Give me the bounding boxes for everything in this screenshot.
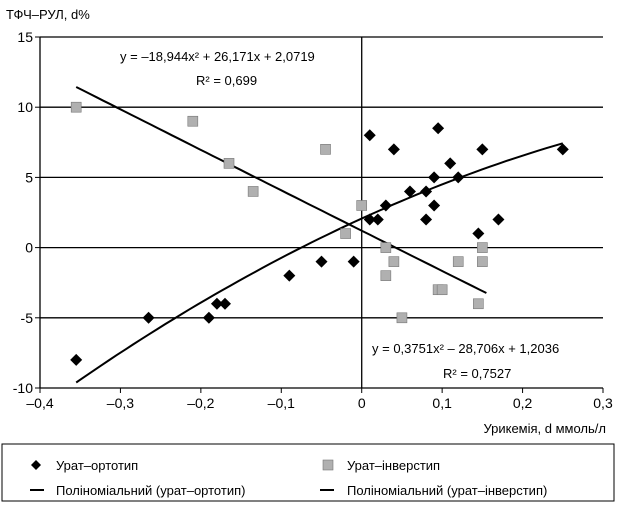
point-inverstype xyxy=(380,242,392,253)
point-orthotype xyxy=(444,157,457,170)
point-orthotype xyxy=(70,353,83,366)
x-tick-label: –0,1 xyxy=(268,395,295,411)
trendline-inverstype xyxy=(75,86,487,294)
point-orthotype xyxy=(315,255,328,268)
point-orthotype xyxy=(452,171,465,184)
point-inverstype xyxy=(223,158,235,169)
equation-inverstype: y = 0,3751x² – 28,706x + 1,2036 xyxy=(372,341,559,356)
point-orthotype xyxy=(428,171,441,184)
y-axis-title: ТФЧ–РУЛ, d% xyxy=(6,7,90,22)
point-orthotype xyxy=(218,297,231,310)
legend-frame xyxy=(1,443,615,502)
plot-area: -10 -5 0 5 10 15 –0,4 –0,3 –0,2 –0,1 0 0,1 0,2 0,3 xyxy=(13,29,613,411)
point-orthotype xyxy=(420,185,433,198)
point-orthotype xyxy=(210,297,223,310)
point-inverstype xyxy=(340,228,351,239)
point-inverstype xyxy=(477,242,488,253)
point-orthotype xyxy=(492,213,505,226)
x-tick-label: –0,3 xyxy=(107,395,134,411)
point-inverstype xyxy=(396,312,408,324)
point-inverstype xyxy=(187,115,199,127)
x-tick-label: 0,1 xyxy=(432,395,452,411)
legend-marker-orthotype xyxy=(31,460,41,470)
x-tick-label: 0 xyxy=(358,395,366,411)
point-orthotype xyxy=(387,143,400,156)
legend-marker-inverstype xyxy=(322,459,334,471)
point-orthotype xyxy=(142,311,155,324)
point-inverstype xyxy=(356,200,368,211)
point-inverstype xyxy=(247,186,259,197)
r2-inverstype: R² = 0,7527 xyxy=(443,366,511,381)
x-tick-label: –0,4 xyxy=(26,395,53,411)
point-orthotype xyxy=(403,185,416,198)
legend-label-inverstype: Урат–інверстип xyxy=(347,458,440,473)
point-inverstype xyxy=(473,298,484,310)
point-inverstype xyxy=(380,270,392,281)
trendline-orthotype xyxy=(75,142,564,384)
x-tick-label: 0,3 xyxy=(593,395,613,411)
legend-label-orthotype: Урат–ортотип xyxy=(56,458,138,473)
y-tick-label: 0 xyxy=(25,240,33,256)
point-inverstype xyxy=(70,101,82,113)
legend-label-trend-orthotype: Поліноміальний (урат–ортотип) xyxy=(56,483,245,498)
point-orthotype xyxy=(202,311,215,324)
y-tick-label: 10 xyxy=(17,99,33,115)
r2-orthotype: R² = 0,699 xyxy=(196,73,257,88)
point-orthotype xyxy=(432,122,445,135)
y-tick-label: -10 xyxy=(13,380,33,396)
point-inverstype xyxy=(477,256,488,267)
point-orthotype xyxy=(420,213,433,226)
point-orthotype xyxy=(428,199,441,212)
point-orthotype xyxy=(556,143,569,156)
point-inverstype xyxy=(320,144,331,155)
point-inverstype xyxy=(388,256,400,267)
point-orthotype xyxy=(379,199,392,212)
legend-label-trend-inverstype: Поліноміальний (урат–інверстип) xyxy=(347,483,547,498)
legend: Урат–ортотип Урат–інверстип Поліноміальн… xyxy=(1,443,615,502)
x-axis-title: Урикемія, d ммоль/л xyxy=(483,421,606,436)
point-orthotype xyxy=(363,213,376,226)
x-tick-label: 0,2 xyxy=(513,395,533,411)
y-tick-label: -5 xyxy=(21,310,34,326)
point-inverstype xyxy=(452,256,464,267)
x-tick-label: –0,2 xyxy=(187,395,214,411)
equation-orthotype: y = –18,944x² + 26,171x + 2,0719 xyxy=(120,49,315,64)
point-orthotype xyxy=(363,129,376,142)
y-tick-label: 15 xyxy=(17,29,33,45)
point-inverstype xyxy=(436,284,448,296)
point-orthotype xyxy=(347,255,360,268)
point-orthotype xyxy=(476,143,489,156)
point-orthotype xyxy=(472,227,485,240)
y-tick-label: 5 xyxy=(25,169,33,185)
point-orthotype xyxy=(371,213,384,226)
point-orthotype xyxy=(283,269,296,282)
